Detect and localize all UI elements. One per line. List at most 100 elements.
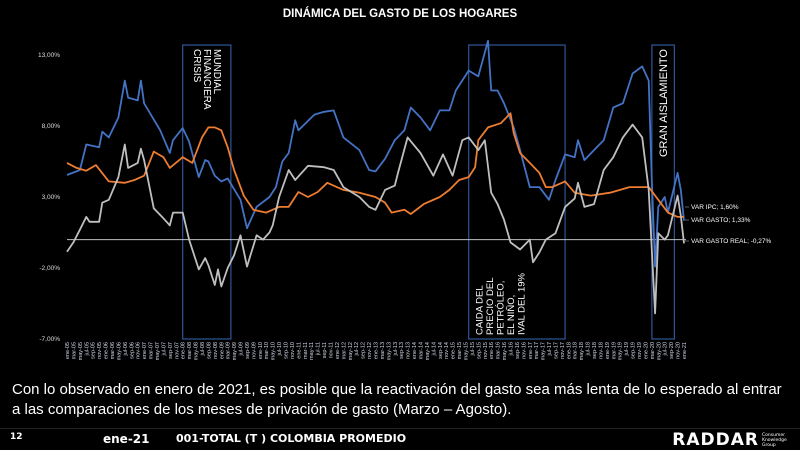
x-tick-label: jul-09 [239,342,245,356]
page-number: 12 [10,432,23,442]
logo-wordmark: RADDAR [672,430,759,450]
x-tick-label: may-06 [116,342,122,360]
x-tick-label: ene-15 [451,342,457,359]
x-tick-label: nov-08 [213,342,219,359]
end-label: VAR GASTO; 1,33% [691,217,751,224]
x-tick-label: mar-12 [341,342,347,359]
logo-subtext: Consumer Knowledge Group [762,432,787,448]
x-tick-label: nov-09 [251,342,257,359]
x-tick-label: sep-09 [245,342,251,359]
x-tick-label: nov-05 [97,342,103,359]
x-tick-label: sep-19 [631,342,637,359]
x-tick-label: sep-18 [592,342,598,359]
x-tick-label: mar-17 [534,342,540,359]
annotation-label: GRAN AISLAMIENTO [658,49,670,157]
annotation-label: PRECIO DEL [485,277,496,335]
x-tick-label: ene-17 [528,342,534,359]
period-label: ene-21 [103,432,150,446]
x-tick-label: may-18 [579,342,585,360]
x-tick-label: jul-07 [161,342,167,356]
x-tick-label: mar-07 [149,342,155,359]
x-tick-label: mar-14 [418,342,424,359]
x-tick-label: ene-16 [489,342,495,359]
x-tick-label: ene-11 [296,342,302,359]
y-tick-label: 13,00% [38,52,60,59]
x-tick-label: jul-16 [508,342,514,356]
y-tick-label: 8,00% [42,123,61,130]
x-tick-label: nov-11 [329,342,335,358]
x-tick-label: may-09 [232,342,238,360]
y-tick-label: -7,00% [39,336,60,343]
x-tick-label: sep-06 [129,342,135,359]
x-tick-label: nov-06 [136,342,142,359]
x-tick-label: jul-11 [316,342,322,356]
x-tick-label: sep-14 [438,342,444,359]
x-tick-label: jul-08 [200,342,206,356]
x-tick-label: nov-19 [637,342,643,359]
x-tick-label: jul-12 [354,342,360,356]
x-tick-label: ene-06 [104,342,110,359]
series-line-var-gasto [66,39,685,268]
x-tick-label: may-20 [656,342,662,360]
x-tick-label: ene-10 [258,342,264,359]
x-tick-label: jul-10 [277,342,283,356]
y-tick-label: 3,00% [42,194,61,201]
x-tick-label: mar-15 [457,342,463,359]
x-tick-label: ene-19 [605,342,611,359]
x-tick-label: mar-19 [611,342,617,359]
caption-text: Con lo observado en enero de 2021, es po… [12,381,782,418]
x-tick-label: nov-07 [174,342,180,359]
series-line-var-ipc [66,112,684,218]
x-tick-label: sep-11 [322,342,328,358]
x-tick-label: may-10 [271,342,277,360]
x-tick-label: mar-06 [110,342,116,359]
x-tick-label: jul-14 [431,342,437,356]
x-tick-label: jul-06 [123,342,129,356]
x-tick-label: mar-16 [496,342,502,359]
x-tick-label: jul-15 [470,342,476,356]
x-tick-label: ene-12 [335,342,341,359]
y-tick-label: -2,00% [39,265,60,272]
x-tick-label: may-19 [618,342,624,360]
x-tick-label: jul-05 [84,342,90,356]
x-tick-label: may-08 [194,342,200,360]
x-tick-label: jul-19 [624,342,630,356]
annotation-label: FINANCIERA [201,49,212,110]
annotation-label: EL NIÑO, [506,295,517,335]
x-tick-label: sep-12 [361,342,367,359]
annotation-label: IVAL DEL 19% [517,272,528,335]
x-tick-label: sep-08 [206,342,212,359]
x-tick-label: may-11 [309,342,315,360]
x-tick-label: sep-13 [399,342,405,359]
x-tick-label: mar-08 [187,342,193,359]
end-label: VAR IPC; 1,60% [691,204,739,211]
annotation-label: CAIDA DEL [475,285,486,335]
annotation-box [468,44,566,340]
x-tick-label: nov-16 [521,342,527,359]
x-tick-label: mar-05 [71,342,77,359]
end-label: VAR GASTO REAL; -0,27% [691,238,772,245]
x-tick-label: mar-11 [303,342,309,359]
x-tick-label: mar-18 [573,342,579,359]
x-tick-label: nov-20 [676,342,682,359]
x-tick-label: mar-13 [380,342,386,359]
x-tick-label: nov-18 [598,342,604,359]
x-tick-label: ene-07 [142,342,148,359]
x-tick-label: may-14 [425,342,431,360]
x-tick-label: sep-17 [553,342,559,359]
x-tick-label: mar-09 [226,342,232,359]
x-tick-label: jul-13 [393,342,399,356]
x-tick-label: nov-12 [367,342,373,359]
x-tick-label: nov-14 [444,342,450,359]
x-tick-label: sep-07 [168,342,174,359]
annotation-label: CRISIS [191,49,202,83]
market-label: 001-TOTAL (T ) COLOMBIA PROMEDIO [176,432,407,445]
annotation-box [182,44,232,340]
x-tick-label: nov-17 [560,342,566,359]
x-tick-label: ene-20 [643,342,649,359]
x-tick-label: jul-18 [586,342,592,356]
x-tick-label: sep-20 [669,342,675,359]
annotation-label: PETRÓLEO, [496,281,507,335]
x-tick-label: ene-21 [682,342,688,359]
